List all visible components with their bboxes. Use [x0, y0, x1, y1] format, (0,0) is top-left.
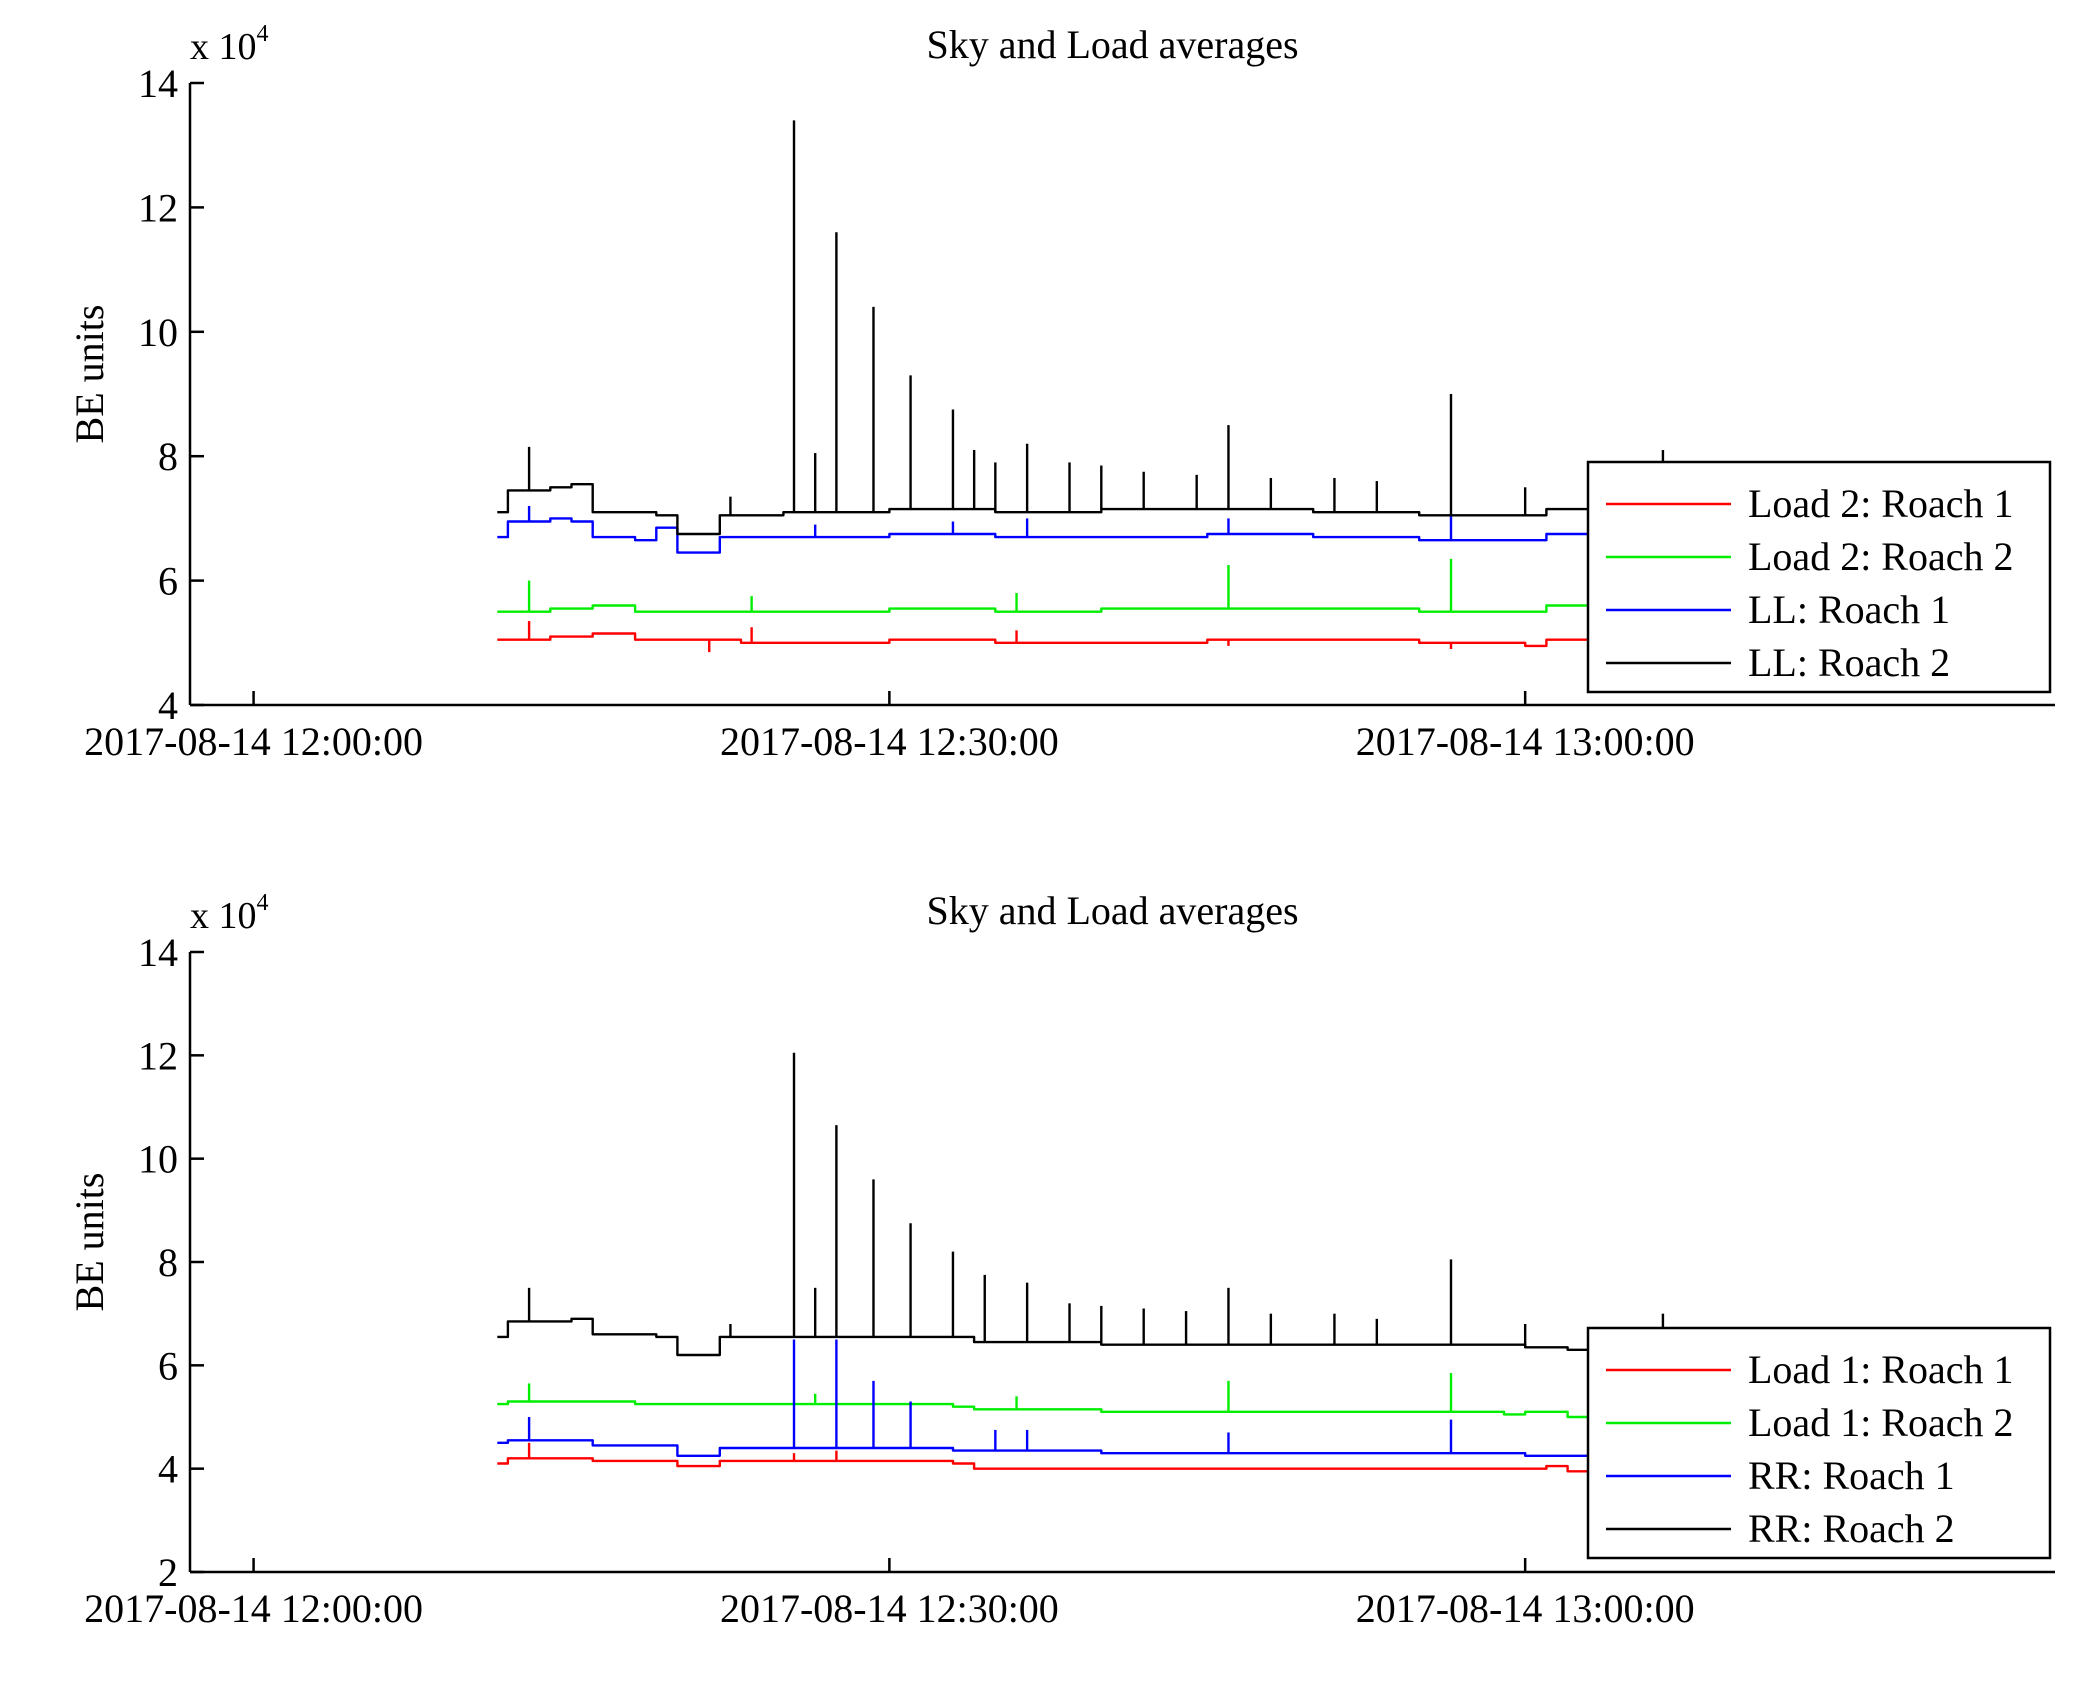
chart-bottom: Sky and Load averages 2 4 6 8 10 12 14 2017-08-1… — [67, 888, 2055, 1631]
legend-label: Load 1: Roach 2 — [1748, 1400, 2014, 1445]
series-load-1-roach-1 — [497, 1442, 1612, 1477]
series-rr-roach-2 — [497, 1052, 1665, 1358]
y-tick-label: 2 — [158, 1550, 178, 1595]
y-tick-label: 8 — [158, 1240, 178, 1285]
y-tick-label: 6 — [158, 1343, 178, 1388]
series-line — [497, 632, 1612, 649]
x-tick-label: 2017-08-14 12:00:00 — [84, 1586, 423, 1631]
y-tick-label: 14 — [138, 930, 178, 975]
series-line — [497, 483, 1612, 536]
x-tick-label: 2017-08-14 12:30:00 — [720, 719, 1059, 764]
series-line — [497, 1439, 1612, 1461]
x-tick-label: 2017-08-14 13:00:00 — [1356, 719, 1695, 764]
y-tick-label: 8 — [158, 434, 178, 479]
series-line — [497, 1317, 1612, 1358]
legend-label: RR: Roach 1 — [1748, 1453, 1955, 1498]
x-tick-label: 2017-08-14 12:00:00 — [84, 719, 423, 764]
series-rr-roach-1 — [497, 1339, 1612, 1461]
series-line — [497, 1400, 1612, 1423]
series-load-2-roach-1 — [497, 621, 1612, 653]
series-line — [497, 604, 1612, 615]
legend: Load 2: Roach 1 Load 2: Roach 2 LL: Roach … — [1586, 460, 2052, 694]
legend-label: RR: Roach 2 — [1748, 1506, 1955, 1551]
y-multiplier-exponent: 4 — [257, 21, 269, 47]
y-multiplier-base: x 10 — [190, 895, 257, 937]
y-tick-label: 10 — [138, 1137, 178, 1182]
series-load-2-roach-2 — [497, 558, 1612, 615]
y-tick-label: 10 — [138, 310, 178, 355]
y-tick-label: 12 — [138, 1033, 178, 1078]
y-tick-label: 4 — [158, 683, 178, 728]
chart-top: Sky and Load averages 4 6 8 10 12 14 2017-08-14… — [67, 21, 2055, 764]
y-tick-label: 6 — [158, 559, 178, 604]
series-ll-roach-2 — [497, 120, 1665, 536]
legend-label: Load 2: Roach 2 — [1748, 534, 2014, 579]
x-tick-label: 2017-08-14 12:30:00 — [720, 1586, 1059, 1631]
y-tick-label: 12 — [138, 185, 178, 230]
series-ll-roach-1 — [497, 505, 1612, 554]
y-multiplier-exponent: 4 — [257, 890, 269, 916]
y-multiplier: x 104 — [190, 890, 269, 937]
legend-box — [1586, 460, 2052, 694]
y-tick-label: 14 — [138, 61, 178, 106]
x-tick-label: 2017-08-14 13:00:00 — [1356, 1586, 1695, 1631]
series-load-1-roach-2 — [497, 1373, 1612, 1423]
legend-box — [1586, 1326, 2052, 1560]
series-line — [497, 517, 1612, 554]
legend-label: Load 2: Roach 1 — [1748, 481, 2014, 526]
legend-label: Load 1: Roach 1 — [1748, 1347, 2014, 1392]
legend: Load 1: Roach 1 Load 1: Roach 2 RR: Roach … — [1586, 1326, 2052, 1560]
chart-title: Sky and Load averages — [926, 22, 1298, 67]
y-axis-label: BE units — [67, 305, 112, 444]
y-multiplier-base: x 10 — [190, 26, 257, 68]
legend-label: LL: Roach 1 — [1748, 587, 1950, 632]
y-multiplier: x 104 — [190, 21, 269, 68]
chart-title: Sky and Load averages — [926, 888, 1298, 933]
legend-label: LL: Roach 2 — [1748, 640, 1950, 685]
y-axis-label: BE units — [67, 1173, 112, 1312]
series-line — [497, 1457, 1612, 1477]
y-tick-label: 4 — [158, 1447, 178, 1492]
